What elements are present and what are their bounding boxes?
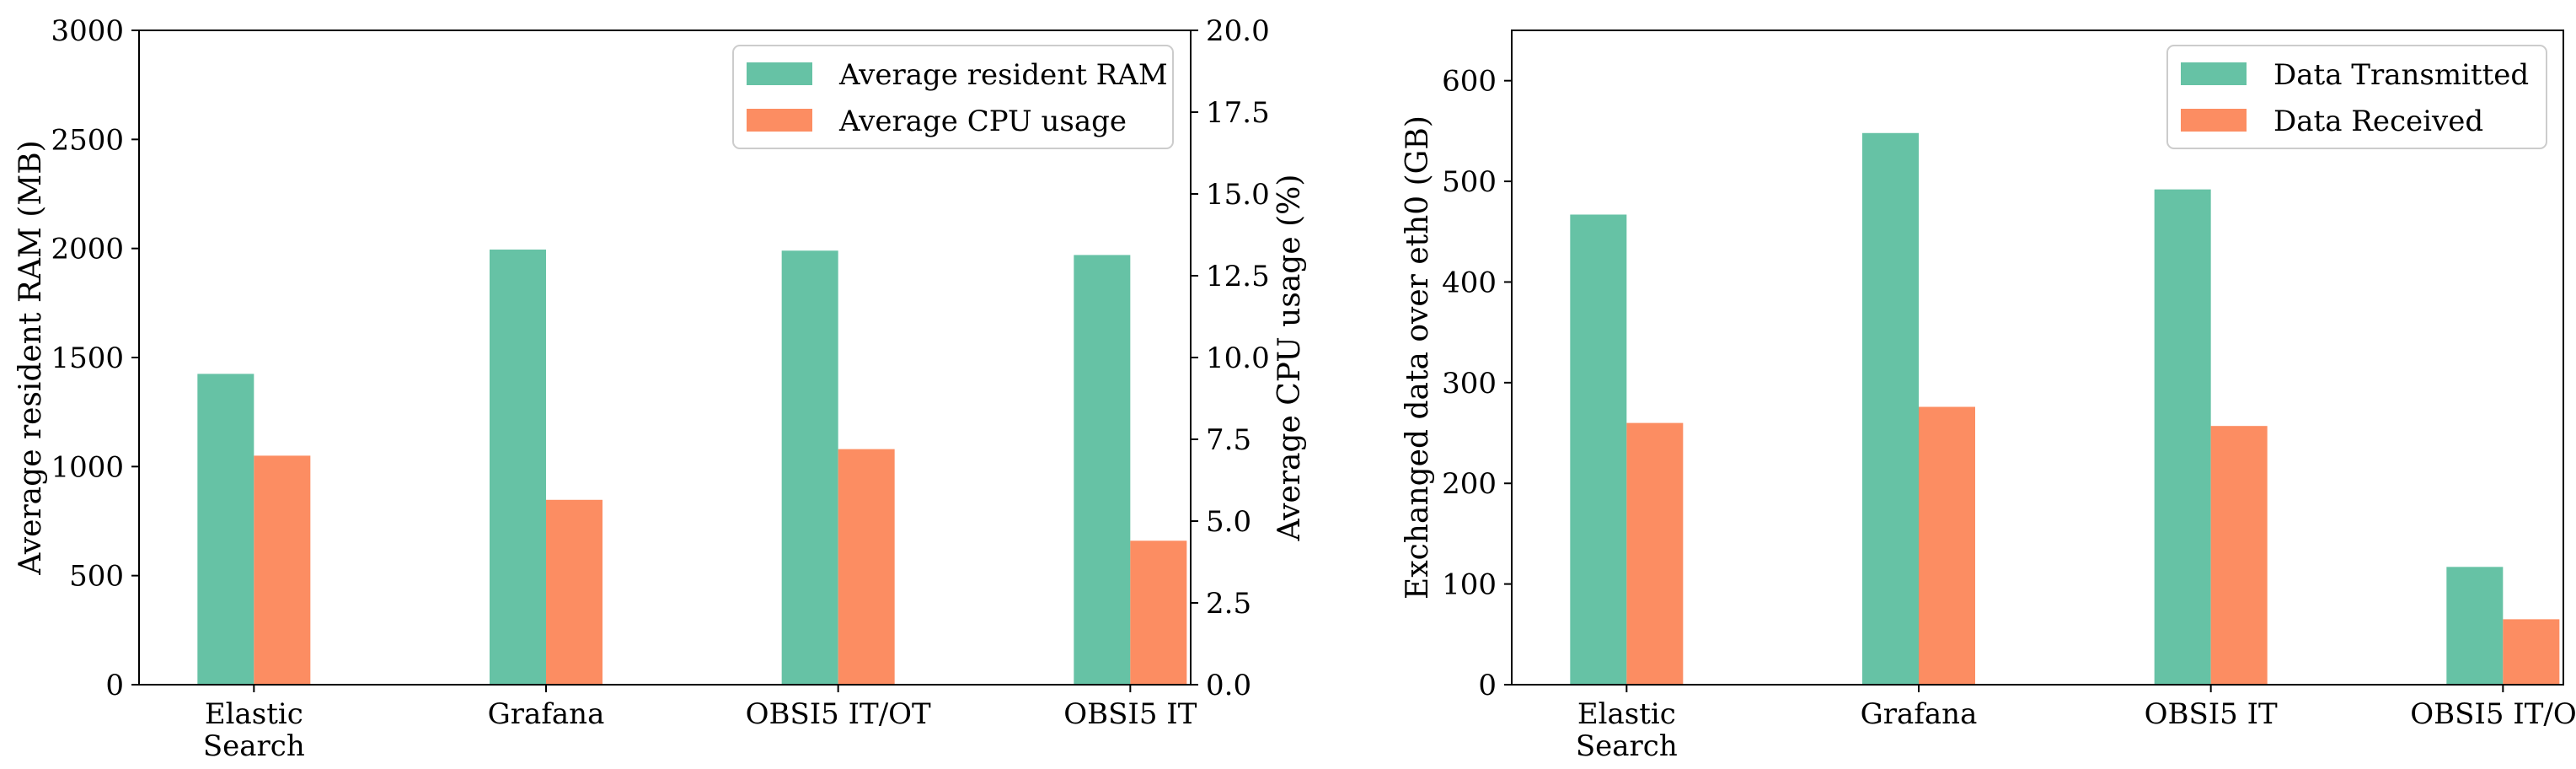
x-tick-label-1-0-1: Search bbox=[1576, 729, 1678, 763]
x-tick-label-1-2-0: OBSI5 IT bbox=[2145, 697, 2278, 731]
legend-label-ram: Average resident RAM bbox=[838, 58, 1168, 92]
left-y2-axis: 0.0 2.5 5.0 7.5 10.0 12.5 15.0 17.5 20.0 bbox=[1191, 14, 1270, 702]
y-tick-label-1-2: 200 bbox=[1442, 467, 1497, 501]
y2-tick-label-0-4: 10.0 bbox=[1206, 341, 1270, 375]
right-bars bbox=[1570, 132, 2560, 685]
x-tick-label-1-1-0: Grafana bbox=[1861, 697, 1978, 731]
y2-tick-label-0-1: 2.5 bbox=[1206, 587, 1251, 621]
bar-0-s0-c2 bbox=[781, 250, 838, 686]
bar-0-s1-c3 bbox=[1130, 540, 1187, 685]
x-tick-label-0-3-0: OBSI5 IT bbox=[1063, 697, 1197, 731]
y2-tick-label-0-2: 5.0 bbox=[1206, 505, 1251, 539]
y-tick-label-0-3: 1500 bbox=[51, 341, 124, 375]
y2-tick-label-0-5: 12.5 bbox=[1206, 260, 1270, 293]
legend-label-transmitted: Data Transmitted bbox=[2273, 58, 2529, 92]
legend-swatch-received bbox=[2181, 109, 2247, 132]
y-tick-label-0-6: 3000 bbox=[51, 14, 124, 48]
bar-1-s1-c1 bbox=[1919, 406, 1975, 685]
y2-tick-label-0-7: 17.5 bbox=[1206, 96, 1270, 130]
bar-1-s1-c3 bbox=[2503, 619, 2560, 685]
bar-1-s1-c0 bbox=[1626, 422, 1684, 685]
bar-1-s0-c1 bbox=[1862, 132, 1919, 685]
x-tick-label-0-0-1: Search bbox=[203, 729, 305, 763]
bar-1-s0-c0 bbox=[1570, 214, 1627, 685]
y-tick-label-0-0: 0 bbox=[105, 669, 124, 702]
x-tick-label-0-2-0: OBSI5 IT/OT bbox=[746, 697, 931, 731]
y-tick-label-1-4: 400 bbox=[1442, 266, 1497, 299]
y-tick-label-1-0: 0 bbox=[1478, 669, 1497, 702]
bar-0-s1-c1 bbox=[546, 499, 602, 685]
y-tick-label-0-1: 500 bbox=[69, 560, 124, 594]
right-plot-frame bbox=[1511, 30, 2564, 686]
y-tick-label-0-2: 1000 bbox=[51, 450, 124, 484]
x-tick-label-1-0-0: Elastic bbox=[1577, 697, 1676, 731]
bar-0-s0-c0 bbox=[197, 374, 254, 685]
y-tick-label-1-5: 500 bbox=[1442, 165, 1497, 199]
y-tick-label-0-5: 2500 bbox=[51, 123, 124, 157]
left-y-axis: 0 500 1000 1500 2000 2500 3000 bbox=[51, 14, 139, 702]
y-tick-label-1-3: 300 bbox=[1442, 367, 1497, 401]
right-legend: Data Transmitted Data Received bbox=[2166, 45, 2547, 149]
x-tick-label-0-0-0: Elastic bbox=[205, 697, 303, 731]
y-tick-label-0-4: 2000 bbox=[51, 233, 124, 266]
bar-0-s1-c0 bbox=[254, 455, 311, 685]
x-tick-label-1-3-0: OBSI5 IT/OT bbox=[2410, 697, 2576, 731]
legend-swatch-ram bbox=[747, 62, 812, 85]
legend-swatch-transmitted bbox=[2181, 62, 2247, 85]
right-y-axis-label: Exchanged data over eth0 (GB) bbox=[1400, 116, 1435, 600]
y2-tick-label-0-0: 0.0 bbox=[1206, 669, 1251, 702]
bar-1-s0-c3 bbox=[2446, 567, 2504, 685]
y-tick-label-1-6: 600 bbox=[1442, 65, 1497, 99]
legend-label-cpu: Average CPU usage bbox=[838, 105, 1127, 138]
bar-0-s0-c1 bbox=[490, 249, 546, 686]
bar-0-s1-c2 bbox=[838, 449, 895, 685]
legend-swatch-cpu bbox=[747, 109, 812, 132]
left-bars bbox=[197, 249, 1187, 686]
bar-1-s1-c2 bbox=[2210, 426, 2268, 685]
y2-tick-label-0-3: 7.5 bbox=[1206, 423, 1251, 457]
y2-tick-label-0-6: 15.0 bbox=[1206, 178, 1270, 212]
ram-cpu-chart: 0 500 1000 1500 2000 2500 3000 0.0 2.5 5.0 7.5 10.… bbox=[13, 14, 1307, 763]
right-legend-frame bbox=[2166, 45, 2547, 149]
bar-0-s0-c3 bbox=[1074, 255, 1131, 685]
left-y-axis-label: Average resident RAM (MB) bbox=[13, 140, 48, 575]
bar-1-s0-c2 bbox=[2154, 189, 2211, 685]
left-legend: Average resident RAM Average CPU usage bbox=[732, 45, 1174, 149]
x-tick-label-0-1-0: Grafana bbox=[488, 697, 605, 731]
y2-tick-label-0-8: 20.0 bbox=[1206, 14, 1270, 48]
left-legend-frame bbox=[732, 45, 1174, 149]
left-y2-axis-label: Average CPU usage (%) bbox=[1272, 175, 1307, 542]
right-y-axis: 0 100 200 300 400 500 600 bbox=[1442, 65, 1512, 702]
legend-label-received: Data Received bbox=[2273, 105, 2483, 138]
y-tick-label-1-1: 100 bbox=[1442, 568, 1497, 602]
